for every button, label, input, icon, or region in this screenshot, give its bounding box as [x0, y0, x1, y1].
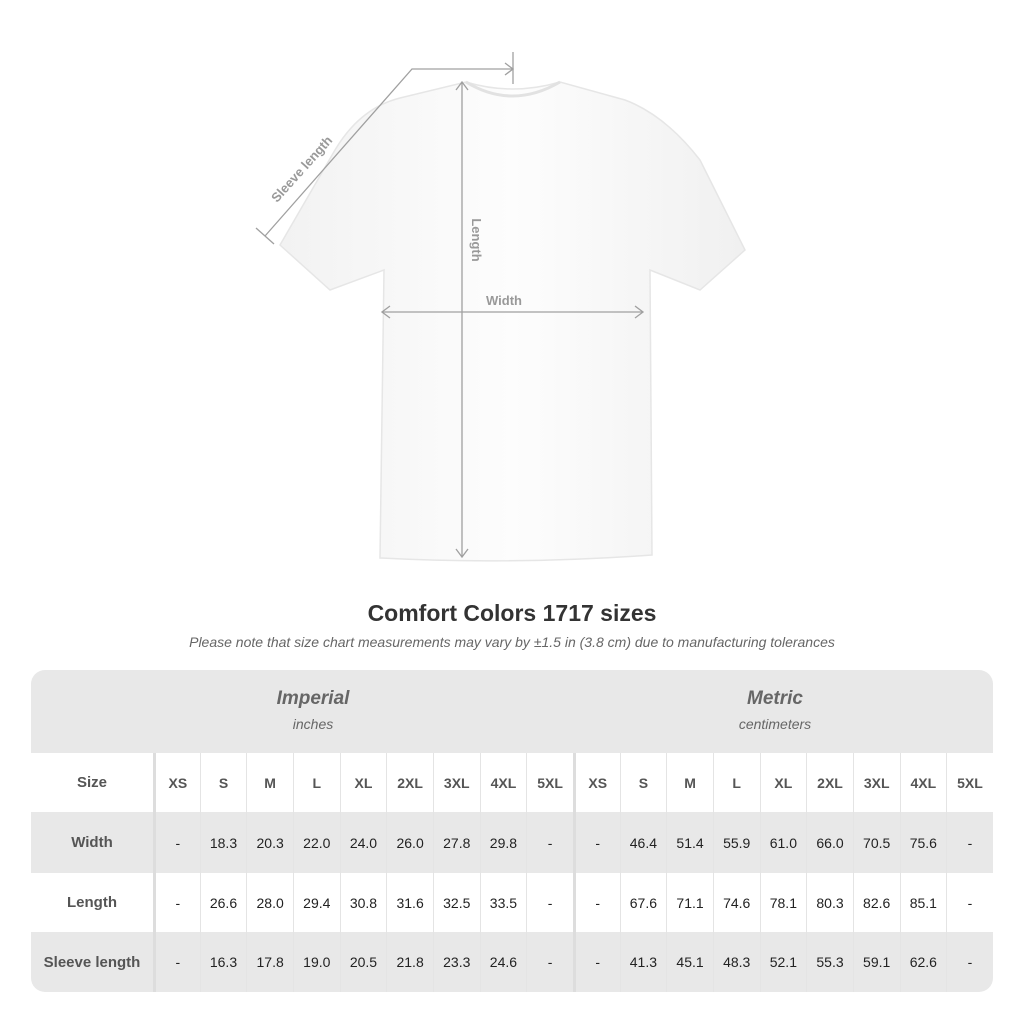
metric-size-header: L	[712, 753, 760, 812]
imperial-value-cell: -	[526, 812, 573, 873]
metric-value-cell: 55.3	[806, 932, 853, 992]
imperial-value-cell: 30.8	[339, 873, 387, 932]
imperial-value-cell: 27.8	[432, 812, 480, 873]
metric-value-cell: 78.1	[759, 873, 807, 932]
tshirt-shape	[279, 81, 746, 562]
imperial-value-cell: 31.6	[386, 873, 433, 932]
imperial-value-cell: -	[153, 812, 200, 873]
imperial-value-cell: 26.0	[386, 812, 433, 873]
imperial-value-cell: -	[526, 932, 573, 992]
imperial-size-header: XL	[339, 753, 387, 812]
metric-value-cell: -	[946, 812, 993, 873]
row-label: Width	[71, 834, 113, 851]
imperial-value-cell: 28.0	[246, 873, 293, 932]
metric-value-cell: 75.6	[899, 812, 947, 873]
metric-size-header: XL	[759, 753, 807, 812]
imperial-value-cell: 16.3	[199, 932, 247, 992]
metric-size-header: 4XL	[899, 753, 947, 812]
metric-size-header: S	[619, 753, 667, 812]
metric-value-cell: 46.4	[619, 812, 667, 873]
tolerance-note: Please note that size chart measurements…	[189, 634, 835, 650]
metric-value-cell: -	[946, 932, 993, 992]
imperial-size-header: 5XL	[526, 753, 573, 812]
length-label: Length	[469, 218, 484, 261]
metric-value-cell: 71.1	[666, 873, 713, 932]
size-table: Imperial inches Metric centimeters Size X…	[31, 670, 993, 992]
imperial-value-cell: 18.3	[199, 812, 247, 873]
metric-size-header: M	[666, 753, 713, 812]
metric-value-cell: 85.1	[899, 873, 947, 932]
page-title: Comfort Colors 1717 sizes	[367, 600, 657, 626]
metric-value-cell: 67.6	[619, 873, 667, 932]
metric-value-cell: 41.3	[619, 932, 667, 992]
imperial-unit: inches	[292, 716, 334, 732]
table-row: Sleeve length -16.3 17.8 19.0 20.5 21.8 23.3 24…	[31, 932, 993, 992]
metric-value-cell: -	[946, 873, 993, 932]
metric-value-cell: 48.3	[712, 932, 760, 992]
metric-header: Metric centimeters	[565, 688, 985, 732]
table-row: Width -18.3 20.3 22.0 24.0 26.0 27.8 29.8- -46.4…	[31, 812, 993, 873]
imperial-value-cell: 17.8	[246, 932, 293, 992]
imperial-size-header: 2XL	[386, 753, 433, 812]
imperial-value-cell: -	[153, 932, 200, 992]
metric-value-cell: 80.3	[806, 873, 853, 932]
metric-value-cell: 52.1	[759, 932, 807, 992]
metric-size-header: 3XL	[852, 753, 900, 812]
imperial-value-cell: -	[153, 873, 200, 932]
metric-size-header: 5XL	[946, 753, 993, 812]
imperial-size-header: 3XL	[432, 753, 480, 812]
tshirt-diagram: Sleeve length Length Width	[255, 52, 746, 562]
imperial-header: Imperial inches	[103, 688, 523, 732]
imperial-size-header: M	[246, 753, 293, 812]
unit-header: Imperial inches Metric centimeters	[31, 670, 993, 753]
metric-value-cell: 82.6	[852, 873, 900, 932]
measurement-lines	[255, 52, 645, 559]
metric-value-cell: 59.1	[852, 932, 900, 992]
row-label: Sleeve length	[43, 953, 141, 971]
imperial-value-cell: 22.0	[292, 812, 340, 873]
metric-value-cell: 74.6	[712, 873, 760, 932]
imperial-value-cell: -	[526, 873, 573, 932]
width-label: Width	[486, 293, 522, 308]
imperial-value-cell: 20.5	[339, 932, 387, 992]
metric-value-cell: -	[572, 932, 620, 992]
row-label: Size	[76, 774, 107, 791]
imperial-value-cell: 32.5	[432, 873, 480, 932]
row-label: Length	[67, 894, 117, 911]
imperial-value-cell: 19.0	[292, 932, 340, 992]
metric-value-cell: 70.5	[852, 812, 900, 873]
imperial-value-cell: 23.3	[432, 932, 480, 992]
imperial-size-header: L	[292, 753, 340, 812]
imperial-title: Imperial	[276, 688, 350, 709]
metric-size-header: XS	[572, 753, 620, 812]
metric-value-cell: 45.1	[666, 932, 713, 992]
imperial-size-header: S	[199, 753, 247, 812]
metric-value-cell: -	[572, 812, 620, 873]
imperial-value-cell: 29.8	[479, 812, 527, 873]
table-row: Length -26.6 28.0 29.4 30.8 31.6 32.5 33.5- -67.…	[31, 873, 993, 932]
imperial-value-cell: 29.4	[292, 873, 340, 932]
metric-value-cell: 61.0	[759, 812, 807, 873]
metric-value-cell: -	[572, 873, 620, 932]
imperial-value-cell: 21.8	[386, 932, 433, 992]
metric-value-cell: 62.6	[899, 932, 947, 992]
imperial-value-cell: 26.6	[199, 873, 247, 932]
imperial-value-cell: 33.5	[479, 873, 527, 932]
imperial-value-cell: 24.0	[339, 812, 387, 873]
imperial-size-header: 4XL	[479, 753, 527, 812]
metric-unit: centimeters	[738, 716, 812, 732]
size-header-row: Size XS S M L XL 2XL 3XL 4XL 5XL XS S M L XL 2XL 3XL 4XL 5…	[31, 753, 993, 812]
metric-title: Metric	[747, 688, 803, 709]
metric-value-cell: 66.0	[806, 812, 853, 873]
metric-value-cell: 51.4	[666, 812, 713, 873]
metric-value-cell: 55.9	[712, 812, 760, 873]
metric-size-header: 2XL	[806, 753, 853, 812]
imperial-value-cell: 24.6	[479, 932, 527, 992]
imperial-value-cell: 20.3	[246, 812, 293, 873]
imperial-size-header: XS	[153, 753, 200, 812]
